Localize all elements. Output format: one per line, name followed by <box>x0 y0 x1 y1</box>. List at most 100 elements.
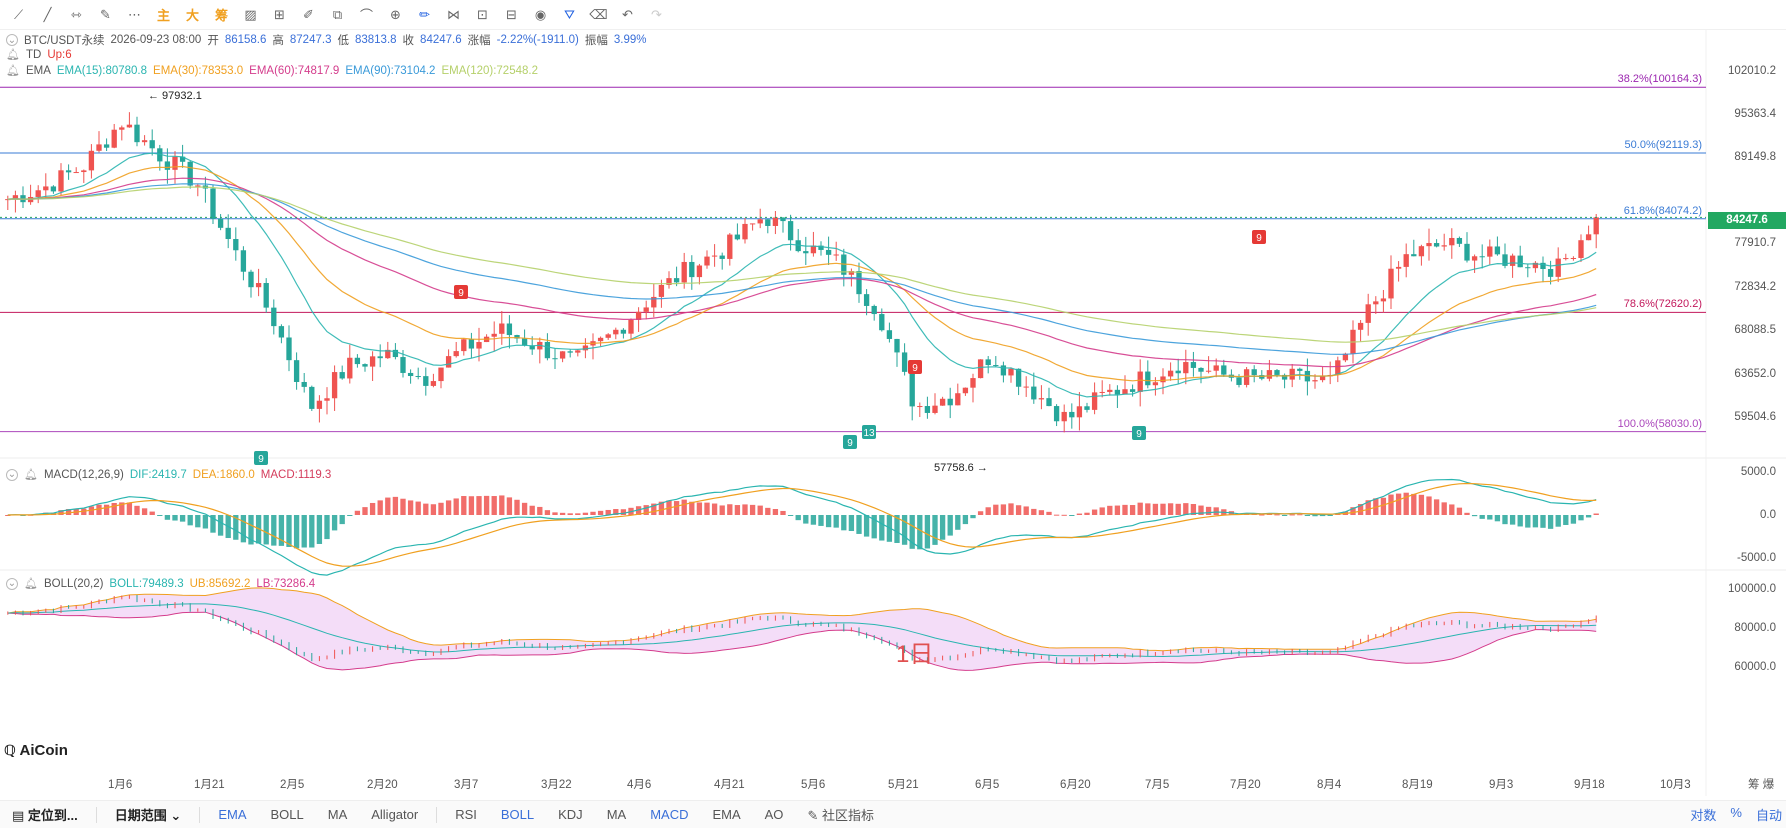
indicator-toggle-2[interactable]: 大 <box>185 9 199 24</box>
candle-body <box>742 223 748 240</box>
main-indicator-ema[interactable]: EMA <box>218 807 247 822</box>
price-legend: ⌄ BTC/USDT永续 2026-09-23 08:00 开 86158.6 高… <box>6 32 646 48</box>
eye-icon[interactable]: ◉ <box>534 6 547 22</box>
candle-body <box>605 334 611 338</box>
sub-indicator-ema[interactable]: EMA <box>712 807 741 822</box>
date-axis[interactable]: 1月6 1月21 2月5 2月20 3月7 3月22 4月6 4月21 5月6 5月21 6月5 6月… <box>0 776 1786 794</box>
macd-bar <box>947 515 953 536</box>
td-name[interactable]: TD <box>25 48 42 61</box>
macd-bar <box>1183 503 1189 515</box>
macd-bar <box>597 510 604 515</box>
candle-body <box>567 351 573 353</box>
candle-body <box>1160 376 1166 383</box>
macd-bar <box>316 515 323 544</box>
edit-icon[interactable]: ⊟ <box>506 6 517 22</box>
horizontal-line-icon[interactable]: ⇿ <box>71 6 82 22</box>
community-indicators-button[interactable]: ✎ 社区指标 <box>795 805 886 824</box>
trash-icon[interactable]: ⌫ <box>589 6 608 22</box>
macd-bar <box>1099 507 1105 515</box>
macd-bar <box>1578 515 1584 521</box>
bell-icon[interactable]: 🔔︎ <box>24 469 38 481</box>
macd-bar <box>1502 515 1508 525</box>
macd-bar <box>407 500 414 515</box>
scale-option-1[interactable]: % <box>1730 805 1742 820</box>
collapse-icon[interactable]: ⌄ <box>6 34 18 46</box>
collapse-icon[interactable]: ⌄ <box>6 577 18 590</box>
scale-option-0[interactable]: 对数 <box>1690 808 1717 823</box>
zoom-icon[interactable]: ⊕ <box>390 6 401 22</box>
candle-body <box>1053 406 1060 422</box>
chart-canvas[interactable]: 9 9 9 9 13 9 9 ← 97932.1 57758.6 → <box>0 30 1786 796</box>
sub-indicator-rsi[interactable]: RSI <box>455 807 477 822</box>
price-tick: 102010.2 <box>1728 65 1776 77</box>
scale-option-2[interactable]: 自动 <box>1755 808 1782 823</box>
chart-area[interactable]: 9 9 9 9 13 9 9 ← 97932.1 57758.6 → ⌄ BTC/USDT永续 … <box>0 30 1786 796</box>
undo-icon[interactable]: ↶ <box>622 6 633 22</box>
filter-icon[interactable]: ⛛ <box>564 6 575 22</box>
macd-bar <box>233 515 239 540</box>
candle-body <box>369 356 376 367</box>
bell-icon[interactable]: 🔔︎ <box>6 65 20 77</box>
macd-name[interactable]: MACD(12,26,9) <box>43 468 124 481</box>
dotted-line-icon[interactable]: ⋯ <box>128 6 141 22</box>
line-tool-icon[interactable]: ⟋ <box>13 6 24 22</box>
boll-tick: 100000.0 <box>1728 583 1776 595</box>
locate-label: 定位到... <box>27 808 78 823</box>
ruler-icon[interactable]: ⌒ <box>359 8 373 23</box>
macd-bar <box>149 511 155 515</box>
sub-indicator-ao[interactable]: AO <box>764 807 784 822</box>
candle-body <box>575 350 581 353</box>
candle-body <box>780 217 786 222</box>
candle-body <box>1122 389 1128 395</box>
macd-bar <box>582 512 589 515</box>
date-axis-right-labels[interactable]: 筹 爆 <box>1748 779 1775 791</box>
sub-indicator-boll[interactable]: BOLL <box>500 807 535 822</box>
candle-body <box>271 307 277 327</box>
candle-body <box>1281 374 1288 380</box>
indicator-toggle-1[interactable]: 主 <box>156 9 170 24</box>
brush-icon[interactable]: ✎ <box>100 6 111 22</box>
td-mark-text: 9 <box>1256 233 1262 244</box>
draw-active-icon[interactable]: ✏ <box>419 6 430 22</box>
redo-icon[interactable]: ↷ <box>651 6 662 22</box>
bell-icon[interactable]: 🔔︎ <box>24 578 38 590</box>
ema-name[interactable]: EMA <box>25 64 51 77</box>
macd-bar <box>81 508 87 515</box>
date-tick: 5月21 <box>888 779 919 791</box>
macd-bar <box>1547 515 1554 529</box>
locate-button[interactable]: ▤ 定位到... <box>0 805 90 824</box>
macd-bar <box>1205 506 1212 515</box>
macd-bar <box>1000 504 1007 515</box>
macd-bar <box>1471 515 1478 517</box>
candle-body <box>1145 371 1151 386</box>
macd-bar <box>1289 514 1295 516</box>
sub-indicator-macd[interactable]: MACD <box>650 807 689 822</box>
main-indicator-ma[interactable]: MA <box>327 807 348 822</box>
pen-icon[interactable]: ✐ <box>303 6 314 22</box>
macd-bar <box>1312 515 1318 517</box>
macd-bar <box>369 502 376 515</box>
candle-body <box>651 296 657 308</box>
ema-line-60 <box>7 177 1597 368</box>
date-range-button[interactable]: 日期范围 ⌄ <box>103 805 194 824</box>
main-indicator-alligator[interactable]: Alligator <box>371 807 419 822</box>
sub-indicator-ma[interactable]: MA <box>606 807 627 822</box>
price-axis[interactable]: 102010.2 95363.4 89149.8 77910.7 72834.2 6808… <box>1708 30 1786 796</box>
copy-icon[interactable]: ⧉ <box>332 6 343 22</box>
measure-icon[interactable]: ⊞ <box>274 6 285 22</box>
macd-bar <box>134 505 140 515</box>
macd-bar <box>499 495 505 515</box>
boll-name[interactable]: BOLL(20,2) <box>43 577 104 590</box>
magnet-icon[interactable]: ⋈ <box>447 6 460 22</box>
pattern-icon[interactable]: ▨ <box>244 6 257 22</box>
bell-icon[interactable]: 🔔︎ <box>6 49 20 61</box>
lock-icon[interactable]: ⊡ <box>477 6 488 22</box>
main-indicator-boll[interactable]: BOLL <box>270 807 304 822</box>
candle-body <box>1091 392 1098 410</box>
sub-indicator-kdj[interactable]: KDJ <box>558 807 583 822</box>
candle-body <box>962 387 969 394</box>
trend-line-icon[interactable]: ╱ <box>43 6 52 22</box>
collapse-icon[interactable]: ⌄ <box>6 468 18 481</box>
candle-body <box>438 367 444 382</box>
indicator-toggle-3[interactable]: 筹 <box>214 9 228 24</box>
